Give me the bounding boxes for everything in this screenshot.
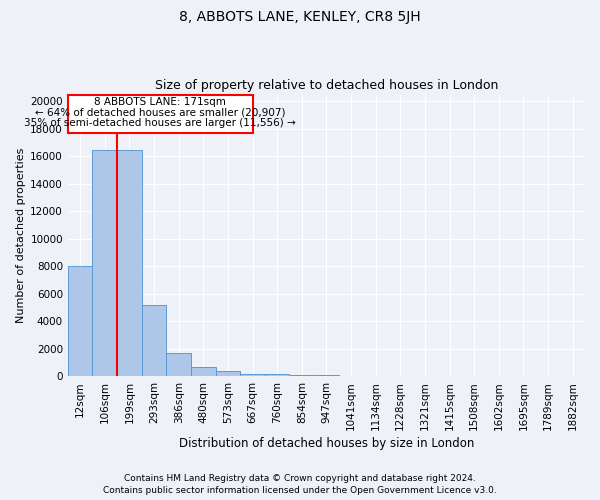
Text: 8 ABBOTS LANE: 171sqm: 8 ABBOTS LANE: 171sqm (94, 96, 226, 106)
Bar (117, 150, 142, 376)
Bar (289, 375, 314, 376)
Bar (215, 372, 240, 376)
Bar (265, 374, 289, 376)
Bar (191, 367, 215, 376)
Text: ← 64% of detached houses are smaller (20,907): ← 64% of detached houses are smaller (20… (35, 108, 286, 118)
Title: Size of property relative to detached houses in London: Size of property relative to detached ho… (155, 79, 498, 92)
FancyBboxPatch shape (68, 94, 253, 133)
Bar (166, 353, 191, 376)
Y-axis label: Number of detached properties: Number of detached properties (16, 148, 26, 323)
Bar (68, 266, 92, 376)
Text: 35% of semi-detached houses are larger (11,556) →: 35% of semi-detached houses are larger (… (25, 118, 296, 128)
Bar (92, 150, 117, 376)
X-axis label: Distribution of detached houses by size in London: Distribution of detached houses by size … (179, 437, 474, 450)
Bar (142, 305, 166, 376)
Text: Contains HM Land Registry data © Crown copyright and database right 2024.
Contai: Contains HM Land Registry data © Crown c… (103, 474, 497, 495)
Bar (240, 374, 265, 376)
Text: 8, ABBOTS LANE, KENLEY, CR8 5JH: 8, ABBOTS LANE, KENLEY, CR8 5JH (179, 10, 421, 24)
